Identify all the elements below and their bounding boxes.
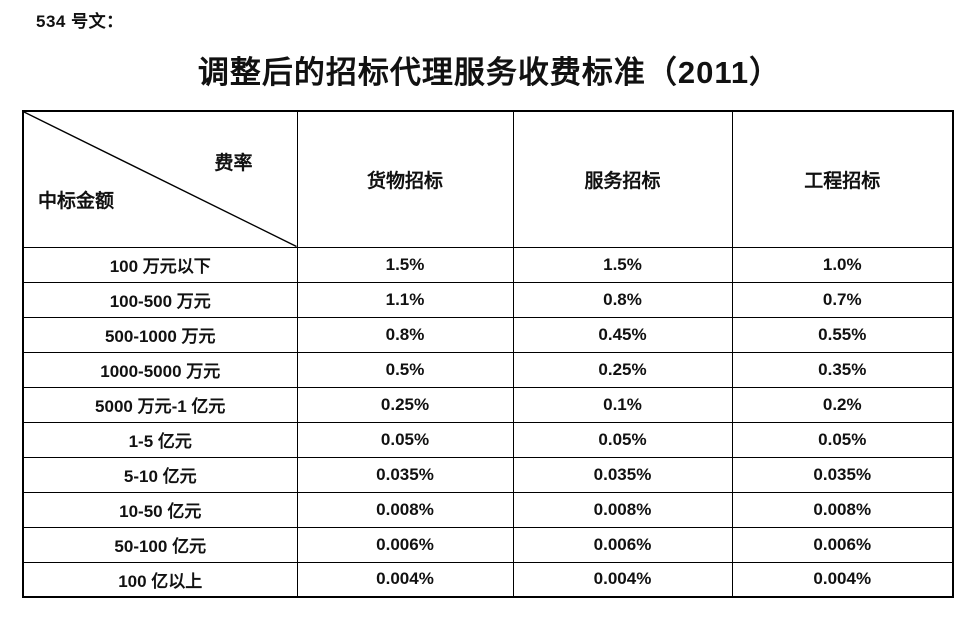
fee-value-cell: 0.1% <box>512 386 733 423</box>
fee-value-cell: 0.55% <box>731 316 954 353</box>
row-label: 100 亿以上 <box>22 561 298 598</box>
fee-value-cell: 0.35% <box>731 351 954 388</box>
table-row: 1-5 亿元 0.05% 0.05% 0.05% <box>22 421 954 458</box>
fee-value-cell: 0.45% <box>512 316 733 353</box>
fee-value-cell: 0.004% <box>731 561 954 598</box>
row-label: 100 万元以下 <box>22 246 298 283</box>
row-label: 500-1000 万元 <box>22 316 298 353</box>
fee-value-cell: 1.1% <box>296 281 514 318</box>
fee-value-cell: 1.0% <box>731 246 954 283</box>
fee-value-cell: 0.006% <box>296 526 514 563</box>
fee-value-cell: 0.25% <box>296 386 514 423</box>
fee-value-cell: 0.035% <box>296 456 514 493</box>
table-row: 100 万元以下 1.5% 1.5% 1.0% <box>22 246 954 283</box>
row-label: 1-5 亿元 <box>22 421 298 458</box>
column-header-services: 服务招标 <box>512 110 733 248</box>
fee-table: 费率 中标金额 货物招标 服务招标 工程招标 100 万元以下 1.5% 1.5… <box>22 110 954 598</box>
table-row: 100 亿以上 0.004% 0.004% 0.004% <box>22 561 954 598</box>
fee-value-cell: 0.8% <box>296 316 514 353</box>
fee-value-cell: 0.05% <box>731 421 954 458</box>
table-row: 10-50 亿元 0.008% 0.008% 0.008% <box>22 491 954 528</box>
row-label: 1000-5000 万元 <box>22 351 298 388</box>
column-header-goods: 货物招标 <box>296 110 514 248</box>
row-label: 10-50 亿元 <box>22 491 298 528</box>
row-label: 100-500 万元 <box>22 281 298 318</box>
fee-value-cell: 0.8% <box>512 281 733 318</box>
doc-number-label: 534 号文： <box>36 12 124 31</box>
table-row: 1000-5000 万元 0.5% 0.25% 0.35% <box>22 351 954 388</box>
fee-value-cell: 0.006% <box>731 526 954 563</box>
corner-label-rate: 费率 <box>214 153 253 174</box>
page-title: 调整后的招标代理服务收费标准（2011） <box>197 55 782 90</box>
fee-value-cell: 0.05% <box>296 421 514 458</box>
fee-value-cell: 0.004% <box>512 561 733 598</box>
fee-value-cell: 0.035% <box>731 456 954 493</box>
table-corner-cell: 费率 中标金额 <box>22 110 298 248</box>
fee-value-cell: 0.05% <box>512 421 733 458</box>
fee-value-cell: 0.008% <box>512 491 733 528</box>
row-label: 50-100 亿元 <box>22 526 298 563</box>
table-row: 100-500 万元 1.1% 0.8% 0.7% <box>22 281 954 318</box>
fee-value-cell: 0.004% <box>296 561 514 598</box>
corner-label-amount: 中标金额 <box>38 190 115 212</box>
row-label: 5-10 亿元 <box>22 456 298 493</box>
table-header-row: 费率 中标金额 货物招标 服务招标 工程招标 <box>22 110 954 248</box>
diagonal-divider <box>24 112 297 247</box>
fee-value-cell: 1.5% <box>296 246 514 283</box>
fee-value-cell: 0.008% <box>296 491 514 528</box>
fee-value-cell: 0.006% <box>512 526 733 563</box>
fee-value-cell: 1.5% <box>512 246 733 283</box>
table-row: 5-10 亿元 0.035% 0.035% 0.035% <box>22 456 954 493</box>
table-row: 50-100 亿元 0.006% 0.006% 0.006% <box>22 526 954 563</box>
table-row: 5000 万元-1 亿元 0.25% 0.1% 0.2% <box>22 386 954 423</box>
column-header-engineering: 工程招标 <box>731 110 954 248</box>
fee-value-cell: 0.25% <box>512 351 733 388</box>
fee-value-cell: 0.008% <box>731 491 954 528</box>
fee-value-cell: 0.5% <box>296 351 514 388</box>
row-label: 5000 万元-1 亿元 <box>22 386 298 423</box>
fee-value-cell: 0.2% <box>731 386 954 423</box>
fee-value-cell: 0.7% <box>731 281 954 318</box>
table-row: 500-1000 万元 0.8% 0.45% 0.55% <box>22 316 954 353</box>
fee-value-cell: 0.035% <box>512 456 733 493</box>
